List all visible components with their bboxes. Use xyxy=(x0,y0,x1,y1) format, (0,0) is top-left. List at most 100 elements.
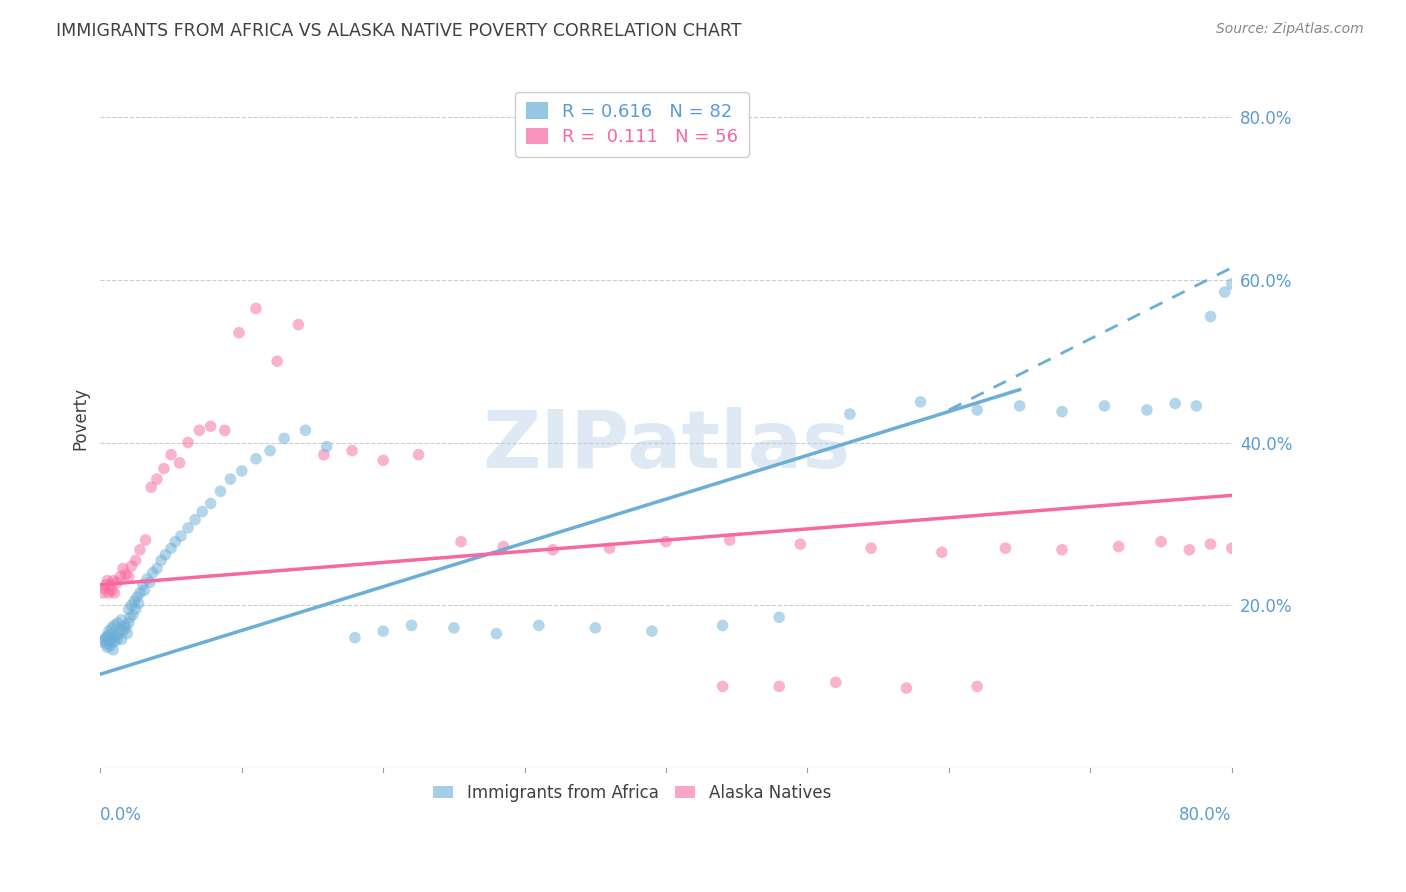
Point xyxy=(273,432,295,446)
Point xyxy=(118,610,141,624)
Point xyxy=(200,496,222,510)
Point xyxy=(824,675,846,690)
Point xyxy=(1213,285,1236,299)
Point xyxy=(103,586,125,600)
Point xyxy=(966,680,988,694)
Point xyxy=(104,629,127,643)
Point xyxy=(485,626,508,640)
Point xyxy=(98,578,121,592)
Point xyxy=(129,542,152,557)
Point xyxy=(718,533,741,547)
Point xyxy=(127,590,149,604)
Point xyxy=(125,602,148,616)
Point xyxy=(108,623,131,637)
Point xyxy=(294,423,316,437)
Point xyxy=(655,534,678,549)
Point xyxy=(408,448,430,462)
Point xyxy=(910,395,932,409)
Point xyxy=(1150,534,1173,549)
Point xyxy=(121,598,143,612)
Point xyxy=(94,631,117,645)
Point xyxy=(245,451,267,466)
Point xyxy=(373,624,395,639)
Point xyxy=(117,615,139,630)
Point xyxy=(789,537,811,551)
Point xyxy=(124,594,146,608)
Point xyxy=(373,453,395,467)
Point xyxy=(1050,404,1073,418)
Point xyxy=(134,583,156,598)
Point xyxy=(245,301,267,316)
Point xyxy=(122,607,145,622)
Point xyxy=(165,534,187,549)
Point xyxy=(105,632,128,647)
Point xyxy=(94,637,117,651)
Point xyxy=(340,443,363,458)
Point xyxy=(96,629,118,643)
Point xyxy=(1108,540,1130,554)
Point xyxy=(184,513,207,527)
Point xyxy=(443,621,465,635)
Point xyxy=(231,464,253,478)
Point xyxy=(343,631,366,645)
Point xyxy=(115,626,138,640)
Point xyxy=(200,419,222,434)
Point xyxy=(1094,399,1116,413)
Point xyxy=(169,456,191,470)
Point xyxy=(101,642,124,657)
Point xyxy=(1220,277,1243,291)
Point xyxy=(98,626,121,640)
Point xyxy=(188,423,211,437)
Point xyxy=(1199,537,1222,551)
Point xyxy=(121,559,143,574)
Point xyxy=(177,521,200,535)
Point xyxy=(1178,542,1201,557)
Point xyxy=(110,632,132,647)
Point xyxy=(100,621,122,635)
Point xyxy=(860,541,883,556)
Point xyxy=(128,597,150,611)
Point xyxy=(214,423,236,437)
Point xyxy=(219,472,242,486)
Point xyxy=(259,443,281,458)
Point xyxy=(101,574,124,588)
Text: ZIPatlas: ZIPatlas xyxy=(482,407,851,485)
Point xyxy=(146,561,169,575)
Point xyxy=(112,618,135,632)
Point xyxy=(107,626,129,640)
Point xyxy=(103,634,125,648)
Y-axis label: Poverty: Poverty xyxy=(72,386,89,450)
Point xyxy=(110,613,132,627)
Point xyxy=(1008,399,1031,413)
Point xyxy=(114,567,136,582)
Point xyxy=(91,586,114,600)
Point xyxy=(141,480,163,494)
Point xyxy=(96,640,118,655)
Point xyxy=(108,569,131,583)
Point xyxy=(91,634,114,648)
Point xyxy=(135,533,157,547)
Point xyxy=(711,618,734,632)
Point xyxy=(93,632,115,647)
Point xyxy=(160,448,183,462)
Point xyxy=(994,541,1017,556)
Point xyxy=(1136,403,1159,417)
Legend: Immigrants from Africa, Alaska Natives: Immigrants from Africa, Alaska Natives xyxy=(426,777,838,808)
Point xyxy=(541,542,564,557)
Point xyxy=(139,575,162,590)
Point xyxy=(125,553,148,567)
Point xyxy=(1164,396,1187,410)
Point xyxy=(191,505,214,519)
Text: 0.0%: 0.0% xyxy=(100,806,142,824)
Point xyxy=(1220,541,1243,556)
Point xyxy=(1050,542,1073,557)
Point xyxy=(105,615,128,630)
Point xyxy=(896,681,918,695)
Point xyxy=(711,680,734,694)
Point xyxy=(93,582,115,596)
Point xyxy=(641,624,664,639)
Point xyxy=(768,680,790,694)
Point xyxy=(401,618,423,632)
Point xyxy=(177,435,200,450)
Point xyxy=(1199,310,1222,324)
